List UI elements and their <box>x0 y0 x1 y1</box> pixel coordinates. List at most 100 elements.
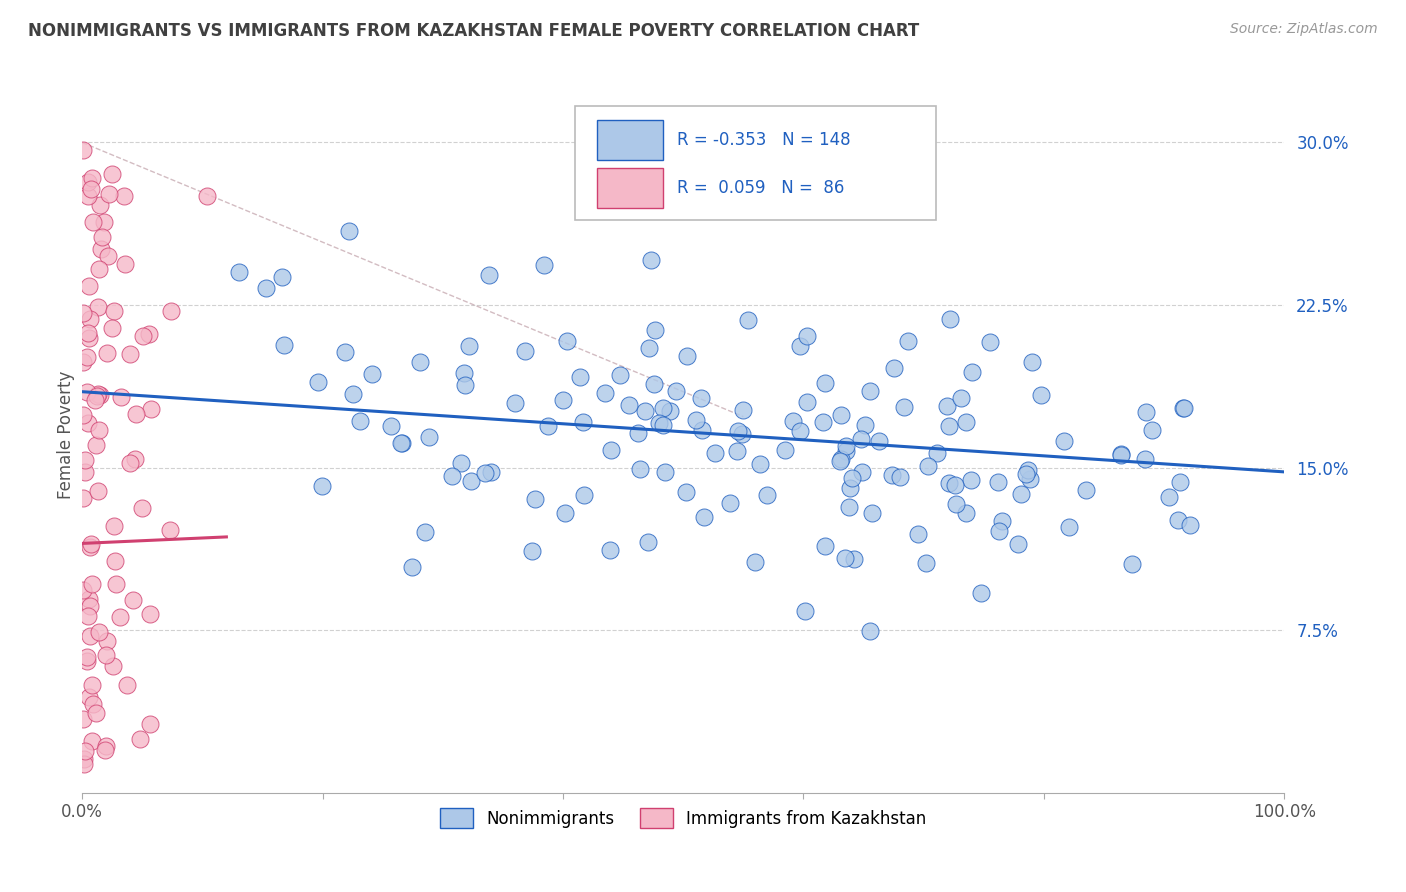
Point <box>401 560 423 574</box>
Point <box>574 488 596 502</box>
Point <box>936 399 959 413</box>
Point <box>939 312 962 326</box>
Point <box>80 537 103 551</box>
Point <box>77 175 100 189</box>
Point <box>858 624 880 639</box>
Point <box>129 731 152 746</box>
Point <box>86 389 108 403</box>
Point <box>522 544 544 558</box>
Point <box>555 334 578 348</box>
Point <box>1173 401 1195 416</box>
Point <box>349 414 371 428</box>
Point <box>839 481 862 495</box>
Point <box>79 541 101 555</box>
Point <box>1135 405 1157 419</box>
Point <box>643 377 665 392</box>
Point <box>1168 475 1191 489</box>
Point <box>959 473 981 487</box>
Point <box>733 402 755 417</box>
Point <box>458 338 481 352</box>
Point <box>796 395 818 409</box>
Point <box>1074 483 1097 498</box>
Point <box>132 329 155 343</box>
Point <box>75 465 97 479</box>
Point <box>478 268 501 282</box>
Point <box>273 338 295 352</box>
Point <box>96 648 118 662</box>
Point <box>125 407 148 421</box>
Point <box>842 552 865 566</box>
Point <box>652 401 675 415</box>
Point <box>883 360 905 375</box>
Point <box>77 189 100 203</box>
Point <box>87 483 110 498</box>
Point <box>139 401 162 416</box>
Point <box>524 491 547 506</box>
Point <box>834 550 856 565</box>
Point <box>389 435 412 450</box>
Point <box>72 408 94 422</box>
Point <box>851 465 873 479</box>
Point <box>830 452 852 467</box>
Point <box>897 334 920 348</box>
Point <box>76 326 98 340</box>
Point <box>1053 434 1076 448</box>
Point <box>108 609 131 624</box>
Point <box>633 404 655 418</box>
Point <box>503 396 526 410</box>
Point <box>1021 355 1043 369</box>
Point <box>440 468 463 483</box>
Point <box>987 524 1010 538</box>
Point <box>104 577 127 591</box>
Point <box>609 368 631 383</box>
Point <box>418 430 440 444</box>
Text: Source: ZipAtlas.com: Source: ZipAtlas.com <box>1230 22 1378 37</box>
Text: R = -0.353   N = 148: R = -0.353 N = 148 <box>678 130 851 149</box>
Point <box>938 476 960 491</box>
Point <box>907 526 929 541</box>
Point <box>337 224 360 238</box>
Point <box>72 582 94 597</box>
Point <box>676 349 699 363</box>
Point <box>120 456 142 470</box>
Point <box>228 265 250 279</box>
Point <box>814 376 837 391</box>
Point <box>96 634 118 648</box>
Point <box>853 418 876 433</box>
Point <box>551 393 574 408</box>
Point <box>599 543 621 558</box>
Point <box>139 716 162 731</box>
Point <box>104 554 127 568</box>
Point <box>835 444 858 458</box>
Point <box>1019 472 1042 486</box>
Point <box>79 312 101 326</box>
Point <box>97 187 120 202</box>
Point <box>311 479 333 493</box>
Point <box>794 604 817 618</box>
Point <box>195 188 218 202</box>
Point <box>654 466 676 480</box>
Point <box>380 419 402 434</box>
Point <box>460 474 482 488</box>
Point <box>945 478 967 492</box>
Point <box>572 415 595 429</box>
Point <box>893 400 915 414</box>
FancyBboxPatch shape <box>596 168 662 208</box>
Point <box>513 344 536 359</box>
Point <box>637 535 659 549</box>
Point <box>1157 491 1180 505</box>
Point <box>917 459 939 474</box>
Point <box>659 404 682 418</box>
Point <box>160 303 183 318</box>
Point <box>938 419 960 434</box>
Point <box>77 331 100 345</box>
Point <box>112 189 135 203</box>
Point <box>138 327 160 342</box>
Point <box>537 419 560 434</box>
Point <box>124 452 146 467</box>
Point <box>89 198 111 212</box>
Point <box>77 690 100 704</box>
Point <box>851 432 873 446</box>
Point <box>692 423 714 437</box>
Point <box>617 398 640 412</box>
